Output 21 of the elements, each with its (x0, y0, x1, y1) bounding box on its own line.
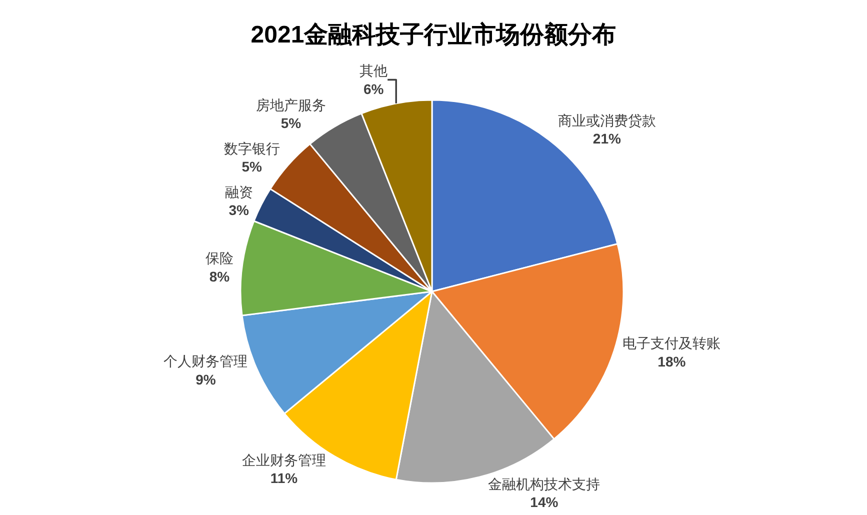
data-label: 9% (196, 371, 216, 388)
slice-label: 企业财务管理 (242, 452, 326, 468)
data-label: 14% (530, 494, 559, 510)
data-label: 8% (209, 268, 230, 284)
slice-label: 融资 (224, 184, 253, 200)
slice-label: 商业或消费贷款 (558, 112, 656, 128)
data-label: 21% (592, 130, 622, 147)
data-label: 18% (658, 353, 686, 370)
data-label: 3% (228, 202, 250, 218)
slice-label: 房地产服务 (256, 96, 326, 113)
slice-label: 个人财务管理 (164, 353, 248, 370)
slice-label: 数字银行 (224, 140, 280, 156)
data-label: 5% (280, 115, 302, 132)
data-label: 6% (363, 80, 384, 97)
slice-label: 金融机构技术支持 (488, 476, 600, 492)
data-label: 11% (270, 470, 298, 486)
data-label: 5% (242, 158, 262, 174)
slice-label: 其他 (360, 62, 388, 79)
slice-label: 保险 (205, 250, 234, 266)
slice-label: 电子支付及转账 (622, 335, 721, 352)
chart-title: 2021金融科技子行业市场份额分布 (250, 22, 616, 49)
